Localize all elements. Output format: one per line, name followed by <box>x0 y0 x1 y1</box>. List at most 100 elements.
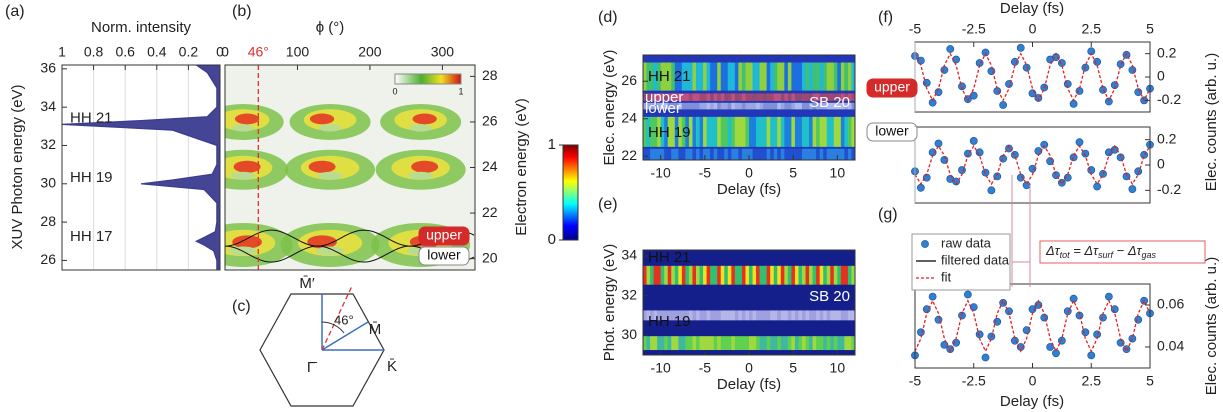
heat-cell <box>738 148 743 160</box>
x-tick-label: -2.5 <box>962 21 986 37</box>
heat-cell <box>699 265 704 285</box>
heat-cell <box>794 116 799 147</box>
heat-cell <box>720 336 725 351</box>
tag-box <box>418 246 470 266</box>
colorbar-tick-label: 0 <box>548 231 556 248</box>
x-tick-label: 0.6 <box>115 44 135 60</box>
colorbar <box>562 144 579 241</box>
heat-cell <box>819 336 824 351</box>
heat-cell <box>777 93 782 101</box>
y-tick-label: 26 <box>621 72 637 88</box>
heat-cell <box>692 93 697 101</box>
heat-cell <box>812 265 817 285</box>
x-tick-label: 2.5 <box>1082 373 1102 389</box>
heat-cell <box>731 310 736 321</box>
heat-cell <box>759 310 764 321</box>
heat-cell <box>840 116 845 147</box>
panel-label: (c) <box>232 298 251 315</box>
x-tick-label: 300 <box>431 44 455 60</box>
heat-cell <box>664 116 669 147</box>
heat-cell <box>847 93 852 101</box>
heat-cell <box>802 93 807 101</box>
heat-cell <box>650 265 655 285</box>
heat-cell <box>741 62 746 91</box>
heat-cell <box>671 265 676 285</box>
heat-cell <box>657 102 662 110</box>
heat-cell <box>780 148 785 160</box>
y-tick-label: 26 <box>40 251 56 267</box>
heat-cell <box>706 62 711 91</box>
heat-cell <box>681 62 686 91</box>
heat-cell <box>791 265 796 285</box>
data-point <box>1081 149 1090 158</box>
heat-cell <box>696 102 701 110</box>
heat-cell <box>731 93 736 101</box>
heat-cell <box>717 265 722 285</box>
data-point <box>1010 57 1019 66</box>
data-point <box>969 91 978 100</box>
heat-cell <box>752 336 757 351</box>
axis-title: Electron energy (eV) <box>513 98 530 236</box>
heat-cell <box>713 102 718 110</box>
heat-cell <box>749 148 754 160</box>
heat-cell <box>812 62 817 91</box>
point-label: M̄′ <box>299 275 314 292</box>
y-tick-label: 30 <box>621 326 637 342</box>
heat-cell <box>837 62 842 91</box>
panel-label: (f) <box>878 9 893 26</box>
fit-line <box>914 52 1151 102</box>
data-point <box>1128 334 1137 343</box>
heat-hole <box>316 246 344 256</box>
heat-cell <box>809 93 814 101</box>
heat-cell <box>773 148 778 160</box>
axis-title: Elec. energy (eV) <box>601 50 618 166</box>
heat-cell <box>809 336 814 351</box>
x-tick-label: 5 <box>789 360 797 376</box>
heat-cell <box>674 62 679 91</box>
heat-cell <box>650 148 655 160</box>
heat-cell <box>706 148 711 160</box>
heat-cell <box>752 93 757 101</box>
formula-part: tot <box>1060 250 1071 260</box>
heat-cell <box>727 93 732 101</box>
heat-cell <box>794 148 799 160</box>
heat-cell <box>805 62 810 91</box>
heat-cell <box>759 265 764 285</box>
heat-cell <box>784 148 789 160</box>
heat-cell <box>731 116 736 147</box>
data-point <box>1075 87 1084 95</box>
panel-label: (e) <box>598 196 618 213</box>
y-tick-label: 0 <box>1157 68 1165 84</box>
heat-cell <box>812 310 817 321</box>
heat-cell <box>851 62 856 91</box>
heat-cell <box>752 116 757 147</box>
heat-cell <box>699 62 704 91</box>
heat-cell <box>823 336 828 351</box>
heat-cell <box>847 336 852 351</box>
data-point <box>1075 138 1084 147</box>
heat-cell <box>756 116 761 147</box>
heat-cell <box>703 116 708 147</box>
data-point <box>1099 313 1107 322</box>
heat-cell <box>653 148 658 160</box>
heat-cell <box>671 116 676 147</box>
y-tick-label: 32 <box>621 286 637 302</box>
heat-cell <box>671 336 676 351</box>
heat-cell <box>766 148 771 160</box>
heat-cell <box>688 265 693 285</box>
heat-cell <box>703 102 708 110</box>
heat-cell <box>773 102 778 110</box>
heat-cell <box>812 336 817 351</box>
heat-cell <box>745 310 750 321</box>
heat-cell <box>650 116 655 147</box>
heat-cell <box>826 148 831 160</box>
heat-cell <box>678 310 683 321</box>
heat-cell <box>805 265 810 285</box>
data-point <box>1028 164 1037 173</box>
heat-cell <box>710 265 715 285</box>
data-point <box>1052 349 1060 358</box>
heat-cell <box>847 102 852 110</box>
heat-cell <box>678 102 683 110</box>
formula-part: Δτ <box>1045 243 1061 258</box>
heat-cell <box>685 93 690 101</box>
